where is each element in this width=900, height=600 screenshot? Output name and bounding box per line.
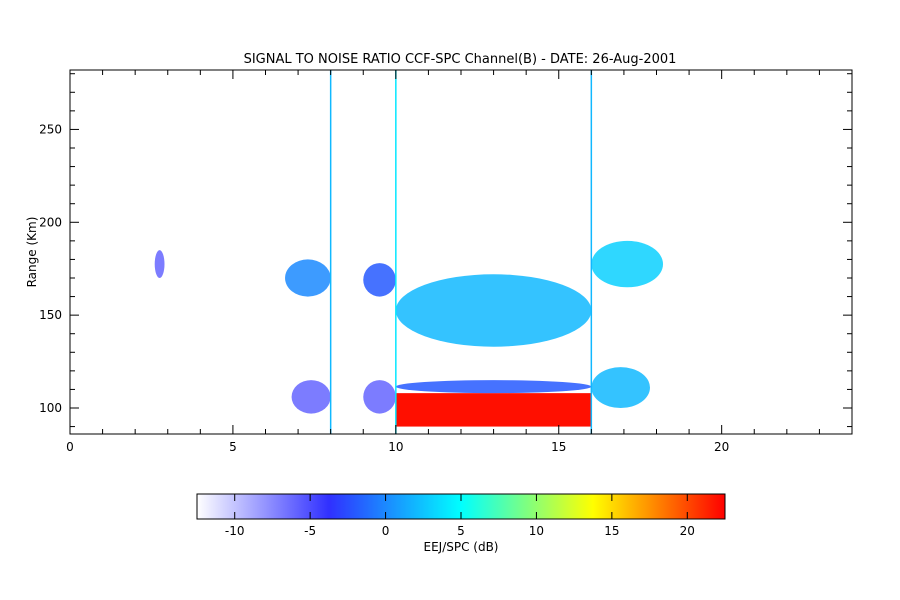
x-tick-label: 20: [714, 440, 729, 454]
colorbar-tick-label: 15: [604, 524, 619, 538]
echo-region-6: [291, 380, 331, 414]
echo-region-8: [363, 380, 396, 414]
echo-region-3: [591, 240, 664, 288]
plot-frame: [69, 69, 853, 435]
colorbar-tick-label: -5: [304, 524, 316, 538]
y-tick-label: 200: [39, 215, 62, 229]
echo-region-1: [395, 274, 592, 347]
y-tick-label: 250: [39, 122, 62, 136]
x-tick-label: 10: [388, 440, 403, 454]
colorbar-tick-label: 0: [382, 524, 390, 538]
colorbar-tick-label: 20: [680, 524, 695, 538]
y-tick-label: 100: [39, 401, 62, 415]
x-tick-label: 15: [551, 440, 566, 454]
colorbar-tick-label: 5: [457, 524, 465, 538]
colorbar: -10 -5 0 5 10 15 20 EEJ/SPC (dB): [196, 493, 726, 554]
colorbar-ticks: -10 -5 0 5 10 15 20: [225, 494, 695, 538]
y-axis-label: Range (Km): [25, 217, 39, 288]
x-tick-label: 5: [229, 440, 237, 454]
colorbar-tick-label: 10: [529, 524, 544, 538]
echo-region-5: [285, 259, 331, 297]
colorbar-label: EEJ/SPC (dB): [423, 540, 498, 554]
x-tick-label: 0: [66, 440, 74, 454]
echo-region-9: [154, 250, 165, 278]
echo-region-2: [395, 380, 592, 394]
echo-region-0: [395, 393, 592, 427]
echo-region-7: [363, 263, 396, 297]
echo-region-4: [591, 367, 650, 409]
y-axis: 100 150 200 250: [39, 73, 852, 428]
chart-title: SIGNAL TO NOISE RATIO CCF-SPC Channel(B)…: [244, 52, 677, 67]
colorbar-tick-label: -10: [225, 524, 245, 538]
y-tick-label: 150: [39, 308, 62, 322]
plot-area: [154, 70, 664, 434]
x-axis: 0 5 10 15 20: [66, 70, 853, 454]
